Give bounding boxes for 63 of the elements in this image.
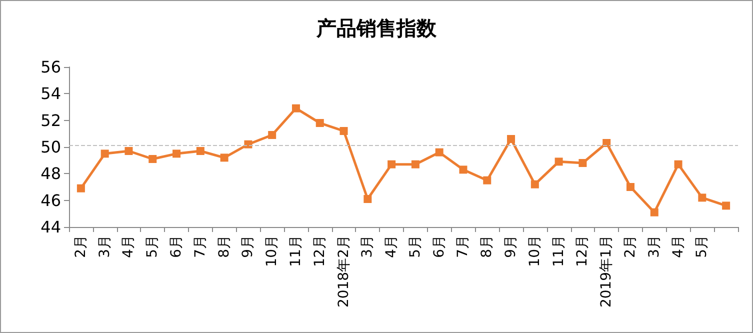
y-tick-label: 56	[40, 58, 61, 76]
x-tick-label: 12月	[312, 235, 328, 267]
point	[196, 147, 204, 155]
x-tick-label: 7月	[192, 235, 208, 258]
x-tick-label: 10月	[526, 235, 543, 267]
x-tick-label: 8月	[479, 235, 496, 258]
point	[364, 195, 372, 203]
point	[292, 104, 300, 112]
chart-title: 产品销售指数	[316, 16, 438, 40]
point	[124, 147, 133, 155]
point	[530, 180, 539, 188]
x-tick-label: 6月	[168, 235, 185, 258]
x-tick-label: 7月	[455, 235, 472, 258]
x-tick-label: 5月	[407, 235, 424, 258]
point	[674, 160, 682, 168]
point	[722, 202, 730, 210]
point	[411, 160, 420, 168]
x-tick-label: 2019年1月	[598, 235, 615, 308]
point	[76, 184, 85, 192]
y-tick-label: 44	[40, 218, 61, 236]
x-tick-label: 8月	[216, 235, 232, 258]
x-tick-label: 11月	[288, 235, 304, 267]
point	[435, 148, 444, 156]
x-tick-label: 3月	[96, 235, 113, 258]
point	[172, 150, 181, 158]
x-tick-label: 5月	[144, 235, 161, 258]
x-tick-label: 3月	[360, 235, 376, 258]
x-tick-label: 11月	[550, 235, 567, 267]
point	[626, 183, 634, 191]
point	[268, 131, 276, 139]
point	[244, 140, 252, 148]
point	[698, 194, 706, 202]
x-tick-label: 2月	[622, 235, 638, 258]
point	[578, 159, 587, 167]
y-tick-label: 52	[40, 110, 61, 130]
y-tick-label: 50	[40, 138, 61, 156]
point	[507, 135, 516, 143]
x-tick-label: 12月	[574, 235, 591, 267]
point	[316, 119, 324, 127]
x-tick-label: 9月	[240, 235, 256, 258]
y-tick-label: 48	[40, 164, 61, 184]
x-tick-label: 5月	[694, 235, 710, 258]
x-tick-label: 6月	[431, 235, 448, 258]
point	[650, 208, 658, 216]
x-tick-label: 2月	[72, 235, 89, 258]
point	[340, 127, 348, 135]
point	[602, 139, 611, 147]
x-tick-label: 10月	[264, 235, 280, 267]
point	[388, 160, 396, 168]
x-tick-label: 4月	[384, 235, 400, 258]
x-tick-label: 9月	[503, 235, 520, 258]
point	[220, 154, 228, 162]
point	[459, 166, 468, 174]
point	[554, 158, 563, 166]
y-tick-label: 46	[40, 190, 61, 210]
x-tick-label: 4月	[670, 235, 686, 258]
x-tick-label: 4月	[120, 235, 137, 258]
x-tick-label: 3月	[646, 235, 662, 258]
point	[100, 150, 109, 158]
x-tick-label: 2018年2月	[336, 235, 352, 308]
point	[148, 155, 157, 163]
point	[483, 176, 492, 184]
y-tick-label: 54	[40, 84, 61, 104]
